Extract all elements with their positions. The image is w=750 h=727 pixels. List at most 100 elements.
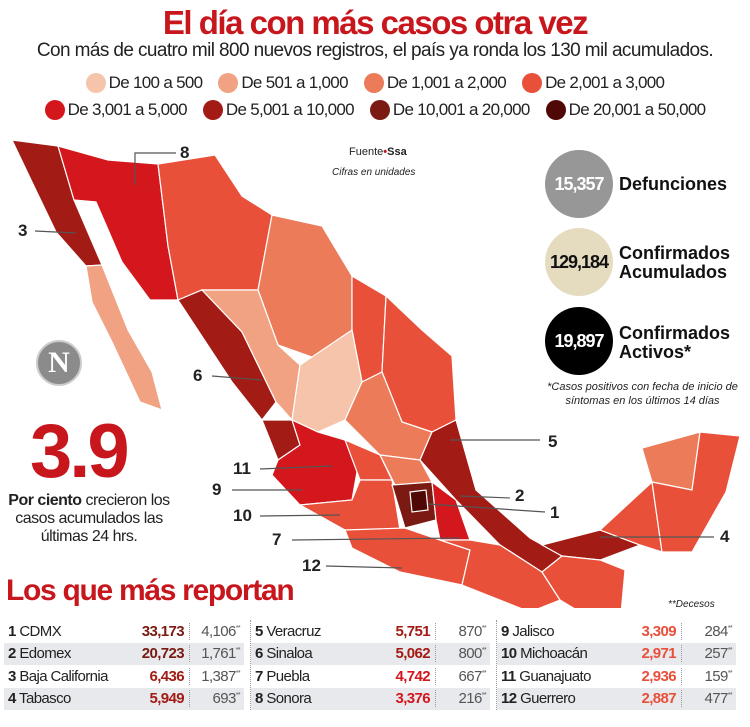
legend-item: De 5,001 a 10,000 (202, 100, 355, 120)
map-label-12: 12 (302, 556, 321, 575)
legend-swatch (369, 100, 390, 120)
deaths-value: 870** (458, 622, 487, 640)
legend-swatch (85, 73, 106, 93)
table-row: 6 Sinaloa 5,062 800** (251, 642, 490, 665)
state-quintana-roo (651, 431, 741, 553)
map-label-9: 9 (212, 480, 222, 499)
map-label-6: 6 (193, 366, 203, 385)
state-name: 2 Edomex (8, 645, 71, 663)
state-baja-california-sur (85, 264, 163, 411)
state-name: 4 Tabasco (8, 690, 71, 708)
table-row: 11 Guanajuato 2,936 159** (497, 665, 736, 688)
ranking-title: Los que más reportan (6, 574, 295, 607)
map-label-10: 10 (233, 506, 252, 525)
state-name: 6 Sinaloa (255, 645, 313, 663)
table-row: 12 Guerrero 2,887 477** (497, 687, 736, 710)
table-row: 5 Veracruz 5,751 870** (251, 620, 490, 643)
state-cdmx (409, 489, 429, 513)
legend-item: De 3,001 a 5,000 (44, 100, 188, 120)
legend-label: De 3,001 a 5,000 (67, 100, 188, 119)
deaths-value: 800** (458, 645, 487, 663)
state-name: 11 Guanajuato (501, 667, 591, 685)
deaths-value: 257** (704, 645, 733, 663)
map-label-8: 8 (180, 143, 190, 162)
legend-swatch (44, 100, 65, 120)
legend-item: De 501 a 1,000 (218, 73, 349, 93)
state-chihuahua (157, 154, 273, 301)
stat-acumulados-label: Confirmados Acumulados (619, 243, 731, 282)
source: Fuente•Ssa (349, 146, 407, 158)
legend-swatch (522, 73, 543, 93)
legend-label: De 1,001 a 2,000 (386, 73, 507, 92)
legend-swatch (202, 100, 223, 120)
compass-north-icon: N (36, 340, 82, 386)
table-row: 10 Michoacán 2,971 257** (497, 642, 736, 665)
deaths-value: 477** (704, 690, 733, 708)
table-row: 2 Edomex 20,723 1,761** (4, 642, 244, 665)
state-sonora (57, 145, 179, 301)
growth-text: Por ciento crecieron los casos acumulado… (4, 492, 174, 546)
cases-value: 2,887 (624, 690, 682, 708)
map-leader-lines (34, 152, 714, 569)
deaths-value: 1,761** (201, 645, 240, 663)
map-label-2: 2 (515, 486, 525, 505)
table-row: 9 Jalisco 3,309 284** (497, 620, 736, 643)
legend-swatch (218, 73, 239, 93)
legend-item: De 20,001 a 50,000 (545, 100, 706, 120)
legend-item: De 100 a 500 (85, 73, 203, 93)
legend-label: De 501 a 1,000 (241, 73, 348, 92)
state-chiapas (541, 555, 626, 608)
cases-value: 2,936 (624, 667, 682, 685)
source-prefix: Fuente (349, 146, 384, 158)
cases-value: 3,309 (624, 622, 682, 640)
deaths-value: 4,106** (201, 622, 240, 640)
page-title: El día con más casos otra vez (162, 4, 589, 41)
map-label-5: 5 (548, 432, 558, 451)
deaths-value: 1,387** (201, 667, 240, 685)
map-label-11: 11 (233, 459, 251, 478)
deaths-value: 216** (458, 690, 487, 708)
legend-row-1: De 100 a 500 De 501 a 1,000 De 1,001 a 2,0… (0, 73, 750, 93)
source-name: Ssa (387, 146, 407, 158)
cases-value: 4,742 (378, 667, 436, 685)
deaths-value: 284** (704, 622, 733, 640)
deaths-value: 159** (704, 667, 733, 685)
deaths-value: 667** (458, 667, 487, 685)
state-name: 10 Michoacán (501, 645, 588, 663)
mexico-map (10, 139, 741, 608)
state-name: 9 Jalisco (501, 622, 555, 640)
cases-value: 5,062 (378, 645, 436, 663)
legend-row-2: De 3,001 a 5,000 De 5,001 a 10,000 De 10,0… (0, 100, 750, 120)
table-row: 8 Sonora 3,376 216** (251, 687, 490, 710)
map-label-7: 7 (272, 530, 282, 549)
stat-defunciones-label: Defunciones (619, 174, 728, 194)
cases-value: 2,971 (624, 645, 682, 663)
legend-label: De 5,001 a 10,000 (225, 100, 355, 119)
legend-item: De 1,001 a 2,000 (363, 73, 507, 93)
legend-label: De 2,001 a 3,000 (545, 73, 665, 92)
ranking-column-3: 9 Jalisco 3,309 284** 10 Michoacán 2,971 257*… (496, 620, 736, 710)
cases-value: 6,436 (132, 667, 190, 685)
legend-swatch (363, 73, 384, 93)
deaths-value: 693** (212, 690, 241, 708)
map-label-3: 3 (18, 221, 28, 240)
cases-value: 20,723 (132, 645, 190, 663)
state-yucatan (641, 431, 701, 491)
cases-value: 33,173 (132, 622, 190, 640)
map-label-1: 1 (550, 503, 560, 522)
deaths-note: **Decesos (668, 599, 715, 610)
state-name: 1 CDMX (8, 622, 62, 640)
cases-value: 3,376 (378, 690, 436, 708)
legend-swatch (545, 100, 566, 120)
ranking-column-1: 1 CDMX 33,173 4,106** 2 Edomex 20,723 1,761**… (4, 620, 244, 710)
growth-desc: crecieron los casos acumulados las últim… (15, 492, 170, 545)
ranking-column-2: 5 Veracruz 5,751 870** 6 Sinaloa 5,062 800** 7… (250, 620, 490, 710)
growth-value: 3.9 (30, 409, 130, 494)
stat-activos-label: Confirmados Activos* (619, 323, 731, 362)
table-row: 4 Tabasco 5,949 693** (4, 687, 244, 710)
state-name: 3 Baja California (8, 667, 108, 685)
stat-acumulados-value: 129,184 (545, 228, 613, 296)
map-label-4: 4 (720, 527, 730, 546)
legend-label: De 20,001 a 50,000 (568, 100, 706, 119)
cases-value: 5,751 (378, 622, 436, 640)
